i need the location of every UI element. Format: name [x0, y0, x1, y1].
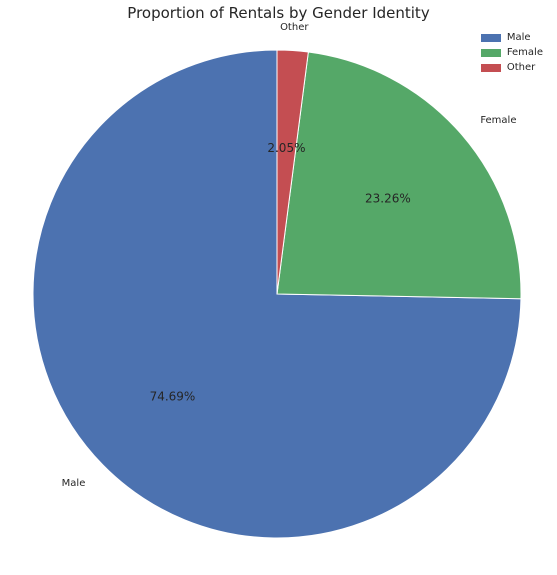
percent-label-female: 23.26%: [365, 191, 411, 205]
legend-swatch-male: [480, 33, 501, 42]
legend: Male Female Other: [480, 30, 543, 75]
legend-label-other: Other: [506, 62, 536, 73]
slice-label-female: Female: [480, 115, 516, 126]
legend-label-female: Female: [506, 47, 543, 58]
legend-swatch-other: [480, 63, 501, 72]
percent-label-other: 2.05%: [267, 141, 305, 155]
slice-label-male: Male: [62, 478, 86, 489]
pie-slice-female: [276, 51, 522, 300]
legend-item-male: Male: [480, 30, 543, 45]
percent-label-male: 74.69%: [150, 390, 196, 404]
pie-slice-male: [32, 49, 522, 539]
legend-item-female: Female: [480, 45, 543, 60]
legend-label-male: Male: [506, 32, 531, 43]
legend-swatch-female: [480, 48, 501, 57]
pie-slice-other: [276, 49, 309, 295]
legend-item-other: Other: [480, 60, 543, 75]
slice-label-other: Other: [280, 22, 309, 33]
chart-title: Proportion of Rentals by Gender Identity: [127, 4, 430, 22]
